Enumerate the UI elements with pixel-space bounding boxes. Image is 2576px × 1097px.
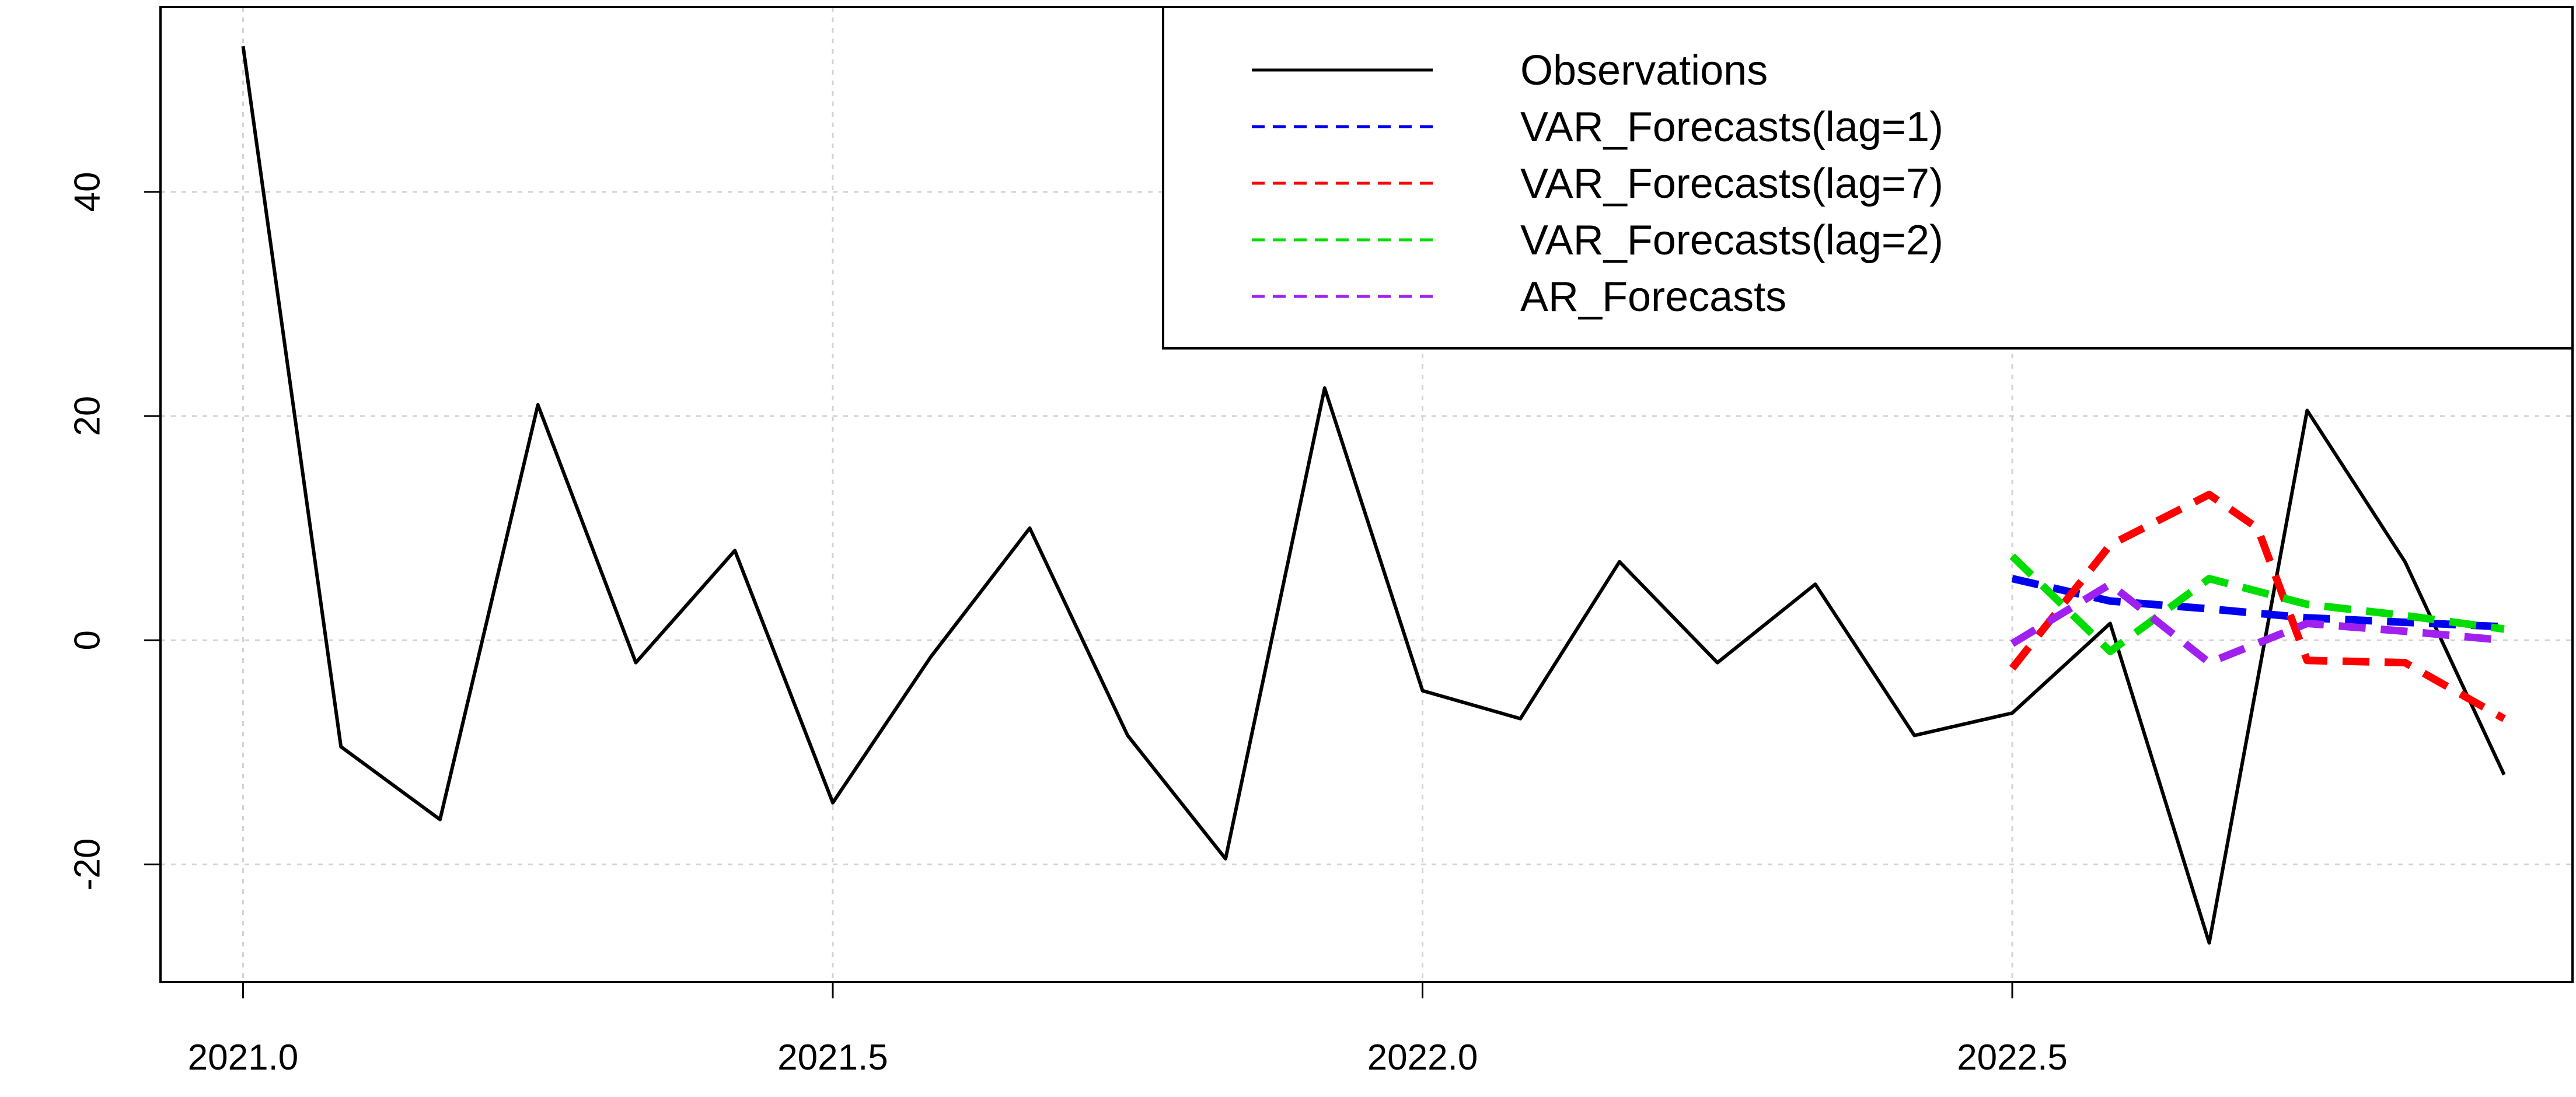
legend-label: VAR_Forecasts(lag=7) — [1520, 160, 1943, 207]
y-tick-label: -20 — [68, 839, 108, 891]
x-tick-label: 2021.0 — [188, 1037, 299, 1078]
series-line-4 — [2010, 580, 2505, 667]
series-layer — [241, 46, 2506, 945]
x-tick-label: 2022.5 — [1957, 1037, 2068, 1078]
legend-label: Observations — [1520, 47, 1768, 94]
x-tick-label: 2022.0 — [1367, 1037, 1478, 1078]
series-line-0 — [241, 46, 2506, 945]
y-tick-label: 0 — [68, 630, 108, 650]
axes: 2021.0 2021.5 2022.0 2022.5 -20 0 20 40 — [68, 172, 2068, 1078]
legend-label: VAR_Forecasts(lag=2) — [1520, 217, 1943, 264]
legend-label: AR_Forecasts — [1520, 274, 1786, 320]
y-tick-label: 40 — [68, 172, 108, 212]
x-tick-label: 2021.5 — [777, 1037, 888, 1078]
series-line-2 — [2009, 491, 2506, 722]
series-line-3 — [2009, 553, 2505, 655]
y-tick-label: 20 — [68, 396, 108, 436]
legend: Observations VAR_Forecasts(lag=1) VAR_Fore… — [1162, 6, 2574, 350]
legend-label: VAR_Forecasts(lag=1) — [1520, 104, 1943, 151]
legend-box — [1162, 6, 2574, 350]
